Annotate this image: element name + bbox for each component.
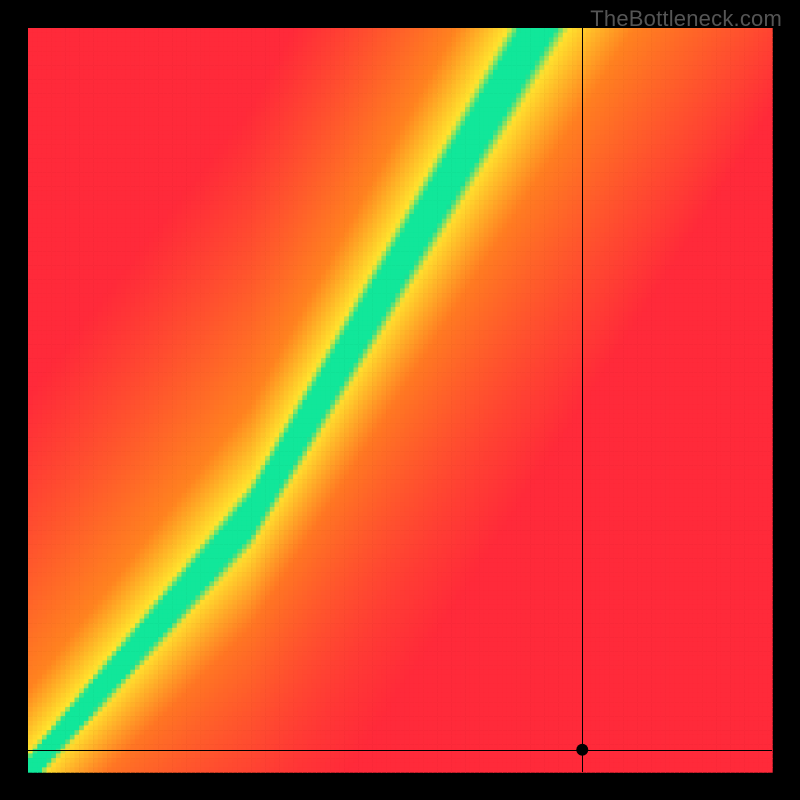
- bottleneck-heatmap: [0, 0, 800, 800]
- watermark-text: TheBottleneck.com: [590, 6, 782, 32]
